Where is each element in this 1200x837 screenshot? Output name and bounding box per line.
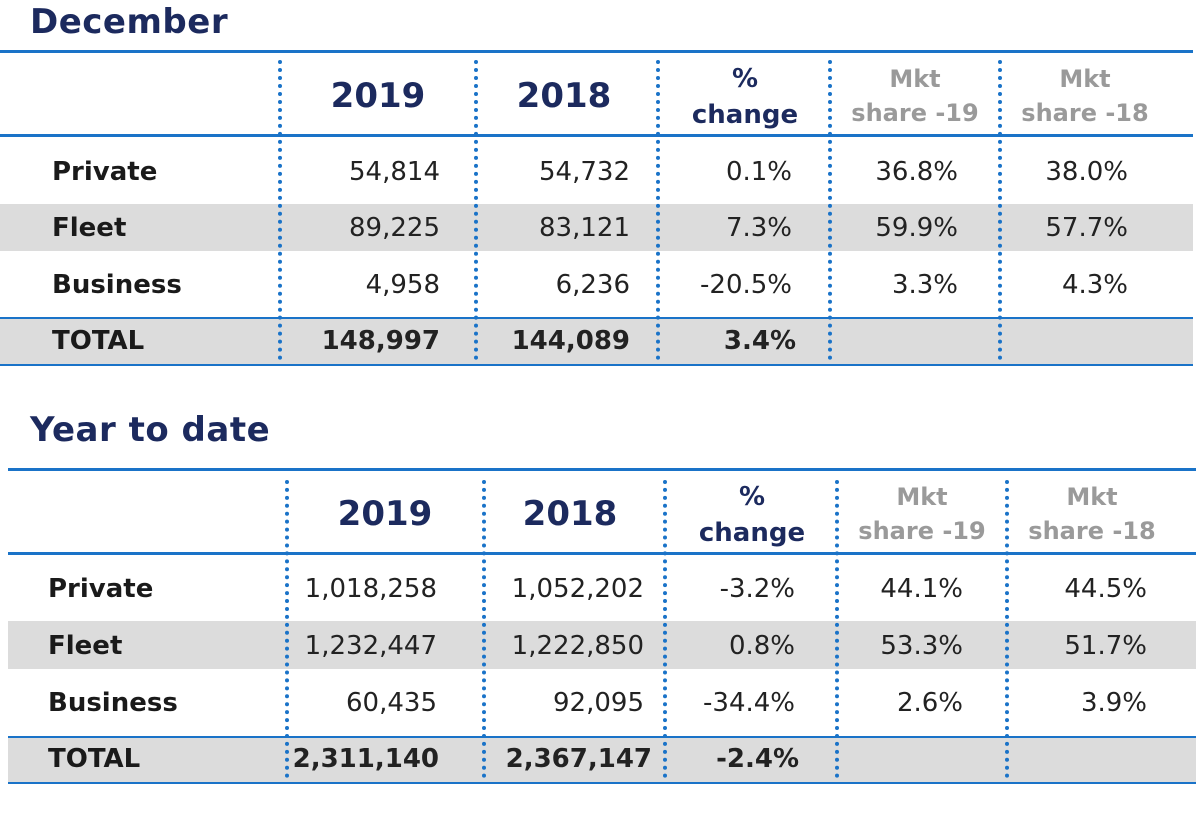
header-mkt-share-18-line2: share -18 — [1028, 517, 1156, 545]
value-change: -34.4% — [703, 688, 795, 718]
table-top-rule — [0, 50, 1193, 53]
december-section: December 2019 2018 % change Mkt share -1… — [0, 0, 1200, 380]
total-label: TOTAL — [52, 326, 145, 356]
value-change: -20.5% — [700, 270, 792, 300]
total-change: -2.4% — [716, 744, 799, 774]
table-top-rule — [8, 468, 1196, 471]
total-row-shading — [8, 738, 1196, 782]
value-2019: 89,225 — [349, 213, 440, 243]
header-2018: 2018 — [516, 76, 612, 116]
total-top-rule — [0, 317, 1193, 319]
header-mkt-share-18-line2: share -18 — [1021, 99, 1149, 127]
row-shading — [0, 204, 1193, 251]
value-share-18: 44.5% — [1064, 574, 1147, 604]
header-pct-change-line2: change — [691, 100, 799, 130]
header-2019: 2019 — [337, 494, 433, 534]
year-to-date-section: Year to date 2019 2018 % change Mkt shar… — [0, 408, 1200, 808]
value-2019: 1,018,258 — [304, 574, 437, 604]
value-share-18: 38.0% — [1045, 157, 1128, 187]
value-change: 0.8% — [728, 631, 795, 661]
value-2018: 6,236 — [555, 270, 630, 300]
row-label: Business — [52, 270, 182, 300]
value-change: 0.1% — [725, 157, 792, 187]
value-share-18: 3.9% — [1080, 688, 1147, 718]
column-separator — [278, 60, 282, 360]
row-label: Private — [52, 157, 158, 187]
column-separator — [1005, 480, 1009, 778]
value-share-18: 57.7% — [1045, 213, 1128, 243]
row-shading — [8, 621, 1196, 669]
column-separator — [482, 480, 486, 778]
total-2019: 148,997 — [321, 326, 440, 356]
header-2019: 2019 — [330, 76, 426, 116]
value-share-19: 53.3% — [880, 631, 963, 661]
table-bottom-rule — [0, 364, 1193, 366]
section-title: December — [30, 2, 229, 42]
value-share-19: 44.1% — [880, 574, 963, 604]
total-row-shading — [0, 319, 1193, 364]
total-2018: 144,089 — [511, 326, 630, 356]
row-label: Fleet — [52, 213, 127, 243]
header-bottom-rule — [0, 134, 1193, 137]
header-2018: 2018 — [522, 494, 618, 534]
value-change: -3.2% — [719, 574, 795, 604]
total-change: 3.4% — [723, 326, 796, 356]
header-pct-change-line2: change — [698, 518, 806, 548]
column-separator — [474, 60, 478, 360]
total-label: TOTAL — [48, 744, 141, 774]
value-2018: 83,121 — [539, 213, 630, 243]
section-title: Year to date — [30, 410, 271, 450]
value-share-19: 59.9% — [875, 213, 958, 243]
row-label: Business — [48, 688, 178, 718]
value-share-18: 4.3% — [1061, 270, 1128, 300]
header-mkt-share-19-line2: share -19 — [858, 517, 986, 545]
row-label: Fleet — [48, 631, 123, 661]
total-top-rule — [8, 736, 1196, 738]
header-pct-change-line1: % — [738, 482, 766, 512]
total-2018: 2,367,147 — [505, 744, 652, 774]
header-mkt-share-19-line2: share -19 — [851, 99, 979, 127]
header-mkt-share-18-line1: Mkt — [1066, 483, 1118, 511]
value-share-19: 3.3% — [891, 270, 958, 300]
value-2018: 1,052,202 — [511, 574, 644, 604]
value-2018: 1,222,850 — [511, 631, 644, 661]
header-pct-change-line1: % — [731, 64, 759, 94]
value-2019: 1,232,447 — [304, 631, 437, 661]
value-2019: 4,958 — [365, 270, 440, 300]
value-2018: 92,095 — [553, 688, 644, 718]
value-2019: 60,435 — [346, 688, 437, 718]
value-share-18: 51.7% — [1064, 631, 1147, 661]
column-separator — [828, 60, 832, 360]
header-mkt-share-19-line1: Mkt — [889, 65, 941, 93]
column-separator — [656, 60, 660, 360]
header-mkt-share-19-line1: Mkt — [896, 483, 948, 511]
value-2018: 54,732 — [539, 157, 630, 187]
table-bottom-rule — [8, 782, 1196, 784]
row-label: Private — [48, 574, 154, 604]
header-bottom-rule — [8, 552, 1196, 555]
total-2019: 2,311,140 — [292, 744, 439, 774]
header-mkt-share-18-line1: Mkt — [1059, 65, 1111, 93]
column-separator — [998, 60, 1002, 360]
value-share-19: 36.8% — [875, 157, 958, 187]
value-share-19: 2.6% — [896, 688, 963, 718]
column-separator — [663, 480, 667, 778]
value-2019: 54,814 — [349, 157, 440, 187]
value-change: 7.3% — [725, 213, 792, 243]
column-separator — [285, 480, 289, 778]
column-separator — [835, 480, 839, 778]
